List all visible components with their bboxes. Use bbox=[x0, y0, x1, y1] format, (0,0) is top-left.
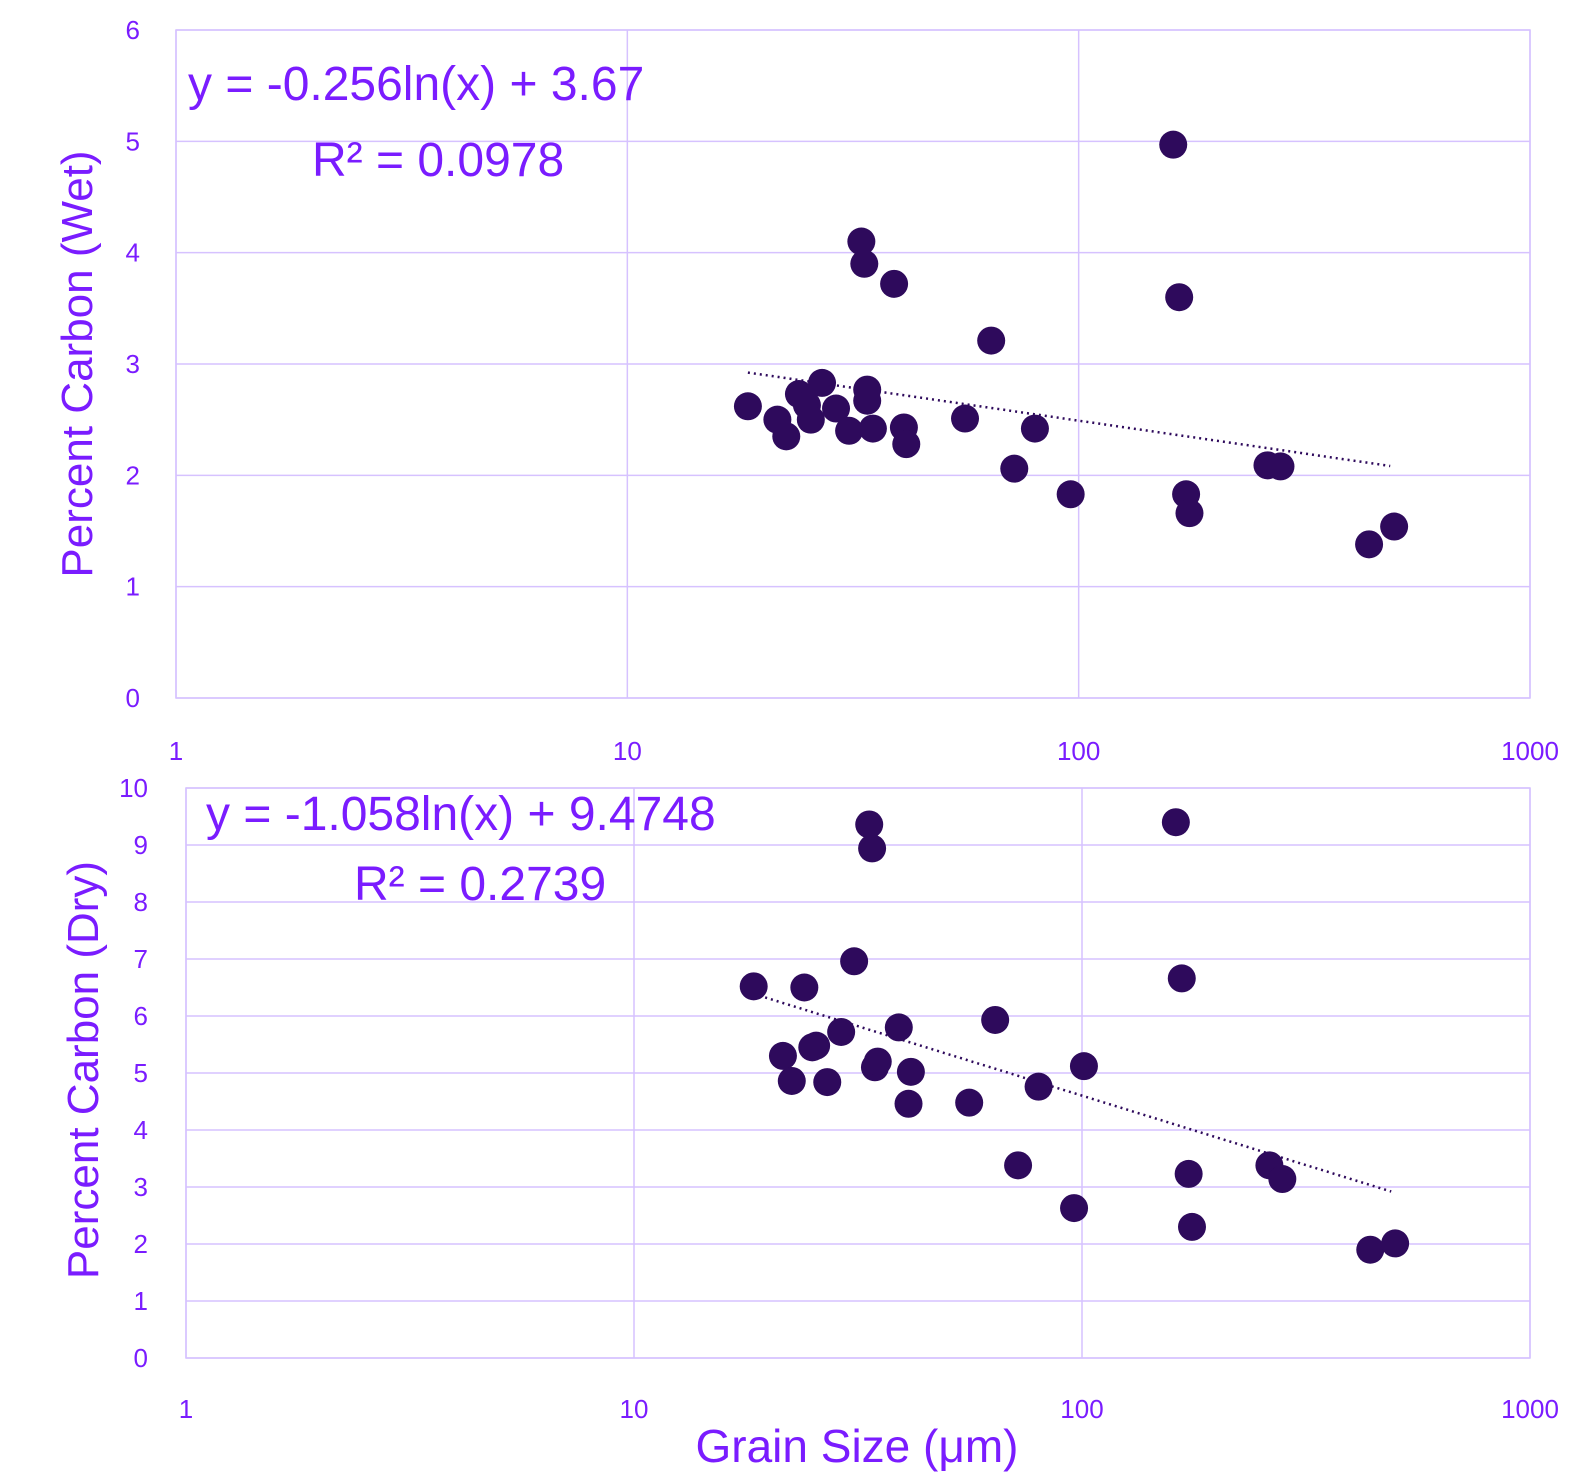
data-point bbox=[1167, 964, 1196, 993]
y-tick-label: 2 bbox=[134, 1229, 148, 1259]
data-point bbox=[1266, 452, 1295, 481]
data-point bbox=[853, 386, 882, 415]
y-tick-label: 4 bbox=[126, 238, 140, 268]
data-point bbox=[822, 394, 851, 423]
y-tick-label: 4 bbox=[134, 1115, 148, 1145]
data-point bbox=[1004, 1151, 1033, 1180]
data-point bbox=[1165, 283, 1194, 312]
data-point bbox=[808, 368, 837, 397]
y-tick-label: 0 bbox=[126, 683, 140, 713]
x-tick-label: 100 bbox=[1057, 736, 1100, 766]
data-point bbox=[813, 1068, 842, 1097]
x-tick-label: 1000 bbox=[1501, 1394, 1559, 1424]
data-point bbox=[855, 810, 884, 839]
trend-equation: y = -1.058ln(x) + 9.4748 bbox=[206, 788, 716, 841]
data-point bbox=[1000, 454, 1029, 483]
y-tick-label: 1 bbox=[126, 572, 140, 602]
data-point bbox=[768, 1041, 797, 1070]
x-tick-label: 10 bbox=[613, 736, 642, 766]
data-point bbox=[981, 1005, 1010, 1034]
data-point bbox=[1159, 130, 1188, 159]
y-axis-label: Percent Carbon (Dry) bbox=[59, 861, 108, 1279]
data-point bbox=[858, 834, 887, 863]
data-point bbox=[1056, 480, 1085, 509]
data-point bbox=[1060, 1194, 1089, 1223]
y-tick-label: 5 bbox=[134, 1058, 148, 1088]
plot-area bbox=[185, 787, 1531, 1359]
data-point bbox=[739, 972, 768, 1001]
r-squared: R² = 0.2739 bbox=[354, 858, 606, 911]
data-point bbox=[1024, 1072, 1053, 1101]
x-tick-label: 1 bbox=[179, 1394, 193, 1424]
data-point bbox=[1355, 530, 1384, 559]
y-tick-label: 7 bbox=[134, 944, 148, 974]
data-point bbox=[802, 1031, 831, 1060]
y-tick-label: 5 bbox=[126, 126, 140, 156]
data-point bbox=[1161, 808, 1190, 837]
y-tick-label: 1 bbox=[134, 1286, 148, 1316]
data-point bbox=[896, 1057, 925, 1086]
data-point bbox=[863, 1047, 892, 1076]
data-point bbox=[1380, 512, 1409, 541]
data-point bbox=[892, 430, 921, 459]
data-point bbox=[1020, 414, 1049, 443]
chart-panel-2: 0 1 2 3 4 5 6 7 8 9 10 1 10 100 1000 Percent Carbon (Dr… bbox=[59, 773, 1559, 1472]
x-tick-label: 1 bbox=[169, 736, 183, 766]
r-squared: R² = 0.0978 bbox=[312, 134, 564, 187]
trend-equation: y = -0.256ln(x) + 3.67 bbox=[188, 58, 644, 111]
data-point bbox=[1356, 1235, 1385, 1264]
x-axis-label: Grain Size (μm) bbox=[696, 1420, 1019, 1472]
data-point bbox=[790, 973, 819, 1002]
data-point bbox=[1177, 1212, 1206, 1241]
data-point bbox=[884, 1013, 913, 1042]
data-point bbox=[840, 947, 869, 976]
plot-area bbox=[175, 29, 1531, 699]
data-point bbox=[977, 326, 1006, 355]
data-point bbox=[847, 227, 876, 256]
data-point bbox=[733, 392, 762, 421]
y-tick-label: 3 bbox=[134, 1172, 148, 1202]
y-axis-label: Percent Carbon (Wet) bbox=[53, 150, 102, 577]
data-point bbox=[951, 404, 980, 433]
data-point bbox=[777, 1066, 806, 1095]
y-tick-label: 8 bbox=[134, 887, 148, 917]
x-tick-label: 1000 bbox=[1501, 736, 1559, 766]
x-tick-label: 100 bbox=[1060, 1394, 1103, 1424]
data-point bbox=[955, 1088, 984, 1117]
data-point bbox=[1069, 1052, 1098, 1081]
data-point bbox=[835, 416, 864, 445]
y-tick-label: 6 bbox=[134, 1001, 148, 1031]
data-point bbox=[894, 1089, 923, 1118]
data-point bbox=[850, 249, 879, 278]
data-point bbox=[827, 1017, 856, 1046]
y-tick-label: 10 bbox=[119, 773, 148, 803]
y-tick-label: 0 bbox=[134, 1343, 148, 1373]
y-tick-label: 2 bbox=[126, 460, 140, 490]
data-point bbox=[1174, 1159, 1203, 1188]
data-point bbox=[1381, 1229, 1410, 1258]
data-point bbox=[772, 422, 801, 451]
data-point bbox=[1175, 499, 1204, 528]
data-point bbox=[858, 414, 887, 443]
y-tick-label: 9 bbox=[134, 830, 148, 860]
data-point bbox=[796, 405, 825, 434]
data-point bbox=[1268, 1165, 1297, 1194]
y-tick-label: 6 bbox=[126, 15, 140, 45]
data-point bbox=[880, 269, 909, 298]
y-tick-label: 3 bbox=[126, 349, 140, 379]
x-tick-label: 10 bbox=[620, 1394, 649, 1424]
